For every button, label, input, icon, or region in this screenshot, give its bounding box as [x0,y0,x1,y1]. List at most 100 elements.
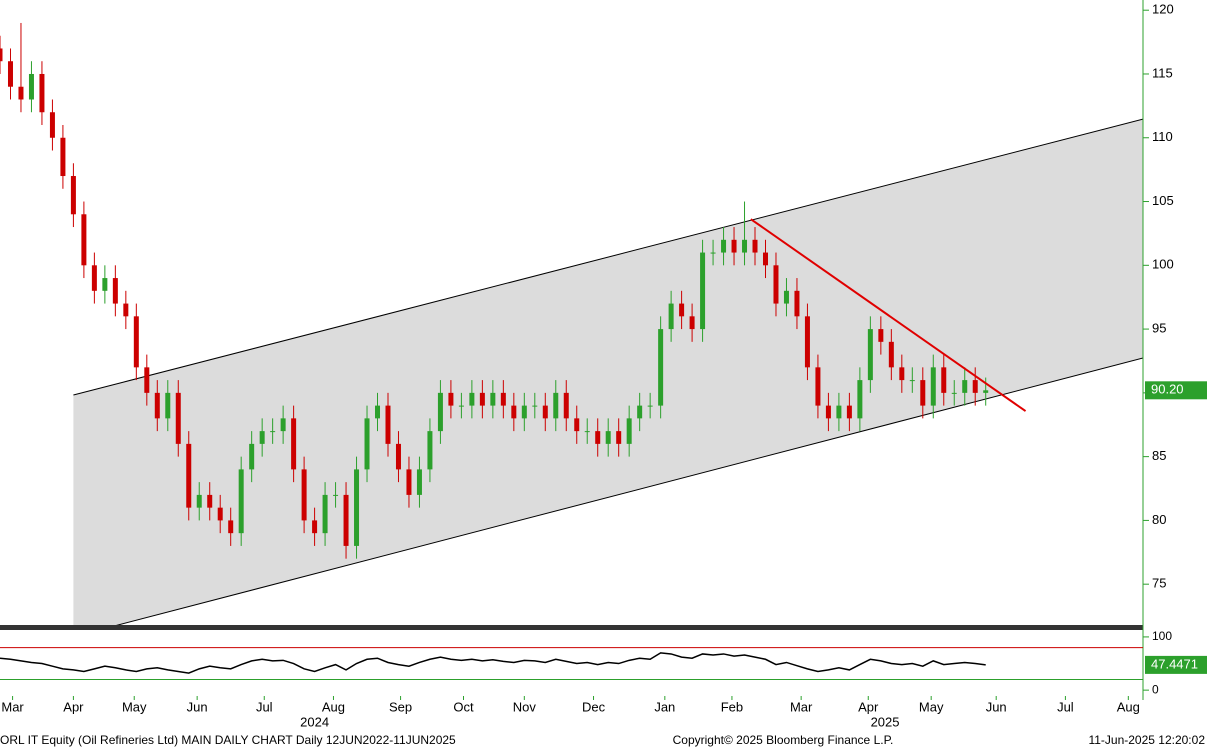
candle-body [175,392,181,444]
candle-body [542,405,548,419]
candle-body [469,392,475,406]
x-tick-label: Dec [582,699,606,714]
candle-body [312,520,318,534]
candle-body [238,469,244,534]
rsi-tick-label: 0 [1152,682,1159,696]
candle-body [395,443,401,470]
candle-body [521,405,527,419]
candle-body [700,252,706,330]
x-tick-label: Jan [654,699,675,714]
candle-body [154,392,160,419]
candle-body [563,392,569,419]
candle-body [70,176,76,215]
candle-body [196,494,202,508]
channel-band [73,119,1143,625]
candle-body [60,137,66,177]
candle-body [416,469,422,495]
candle-body [867,329,873,381]
year-label: 2025 [871,714,900,729]
x-tick-label: May [122,699,147,714]
candle-body [605,431,611,444]
candle-body [49,112,55,138]
candle-body [458,405,464,407]
x-tick-label: Mar [1,699,24,714]
x-tick-label: Aug [322,699,345,714]
candle-body [133,316,139,368]
x-tick-label: Oct [453,699,474,714]
candle-body [144,367,150,393]
x-tick-label: Jul [256,699,273,714]
candle-body [752,239,758,253]
candle-body [354,469,360,546]
candle-body [7,61,13,87]
channel-upper [73,118,1143,396]
candle-body [731,239,737,253]
candle-body [91,265,97,291]
candle-body [217,507,223,521]
x-tick-label: Jun [986,699,1007,714]
candle-body [259,431,265,444]
candle-body [228,520,234,534]
candle-body [0,48,3,62]
rsi-line [0,652,986,674]
y-tick-label: 110 [1152,129,1173,144]
candle-body [637,405,643,419]
candle-body [102,278,108,291]
candle-body [888,341,894,368]
candle-body [962,380,968,393]
candle-body [941,367,947,393]
y-tick-label: 120 [1152,2,1174,17]
x-tick-label: Sep [389,699,412,714]
candle-body [427,431,433,470]
x-tick-label: Nov [513,699,537,714]
candle-body [783,290,789,304]
candle-body [804,316,810,368]
candle-body [123,303,129,317]
x-tick-label: Feb [721,699,743,714]
candle-body [18,86,24,100]
axes: 758085909510010511011512090.20010047.447… [1,2,1207,729]
candle-body [836,405,842,419]
candle-body [207,494,213,508]
trendline [750,218,1027,412]
candle-body [742,239,748,253]
candle-body [899,367,905,381]
candle-body [658,329,664,406]
candle-body [322,494,328,534]
x-tick-label: Jul [1057,699,1074,714]
candle-body [574,418,580,432]
candle-body [448,392,454,406]
y-tick-label: 80 [1152,512,1166,527]
rsi-last-label: 47.4471 [1151,656,1198,671]
candle-body [951,392,957,394]
candle-body [186,443,192,508]
y-tick-label: 85 [1152,448,1166,463]
candle-body [983,390,989,393]
rsi-tick-label: 100 [1152,629,1172,643]
candle-body [280,418,286,432]
price-panel [0,22,1143,625]
candle-body [301,469,307,521]
candle-body [857,380,863,419]
x-tick-label: Jun [187,699,208,714]
candle-body [815,367,821,406]
footer-right: 11-Jun-2025 12:20:02 [1088,733,1205,747]
x-tick-label: Aug [1117,699,1140,714]
y-tick-label: 75 [1152,576,1166,591]
candle-body [762,252,768,266]
candle-body [375,405,381,419]
rsi-panel [0,647,1143,680]
candle-body [920,380,926,406]
candle-body [249,443,255,470]
last-price-label: 90.20 [1151,382,1184,397]
candle-body [343,494,349,546]
candle-body [616,431,622,444]
y-tick-label: 115 [1152,65,1173,80]
x-tick-label: Apr [858,699,879,714]
candle-body [689,316,695,330]
x-tick-label: May [919,699,944,714]
candle-body [668,303,674,330]
candle-body [626,418,632,444]
candle-body [165,392,171,419]
